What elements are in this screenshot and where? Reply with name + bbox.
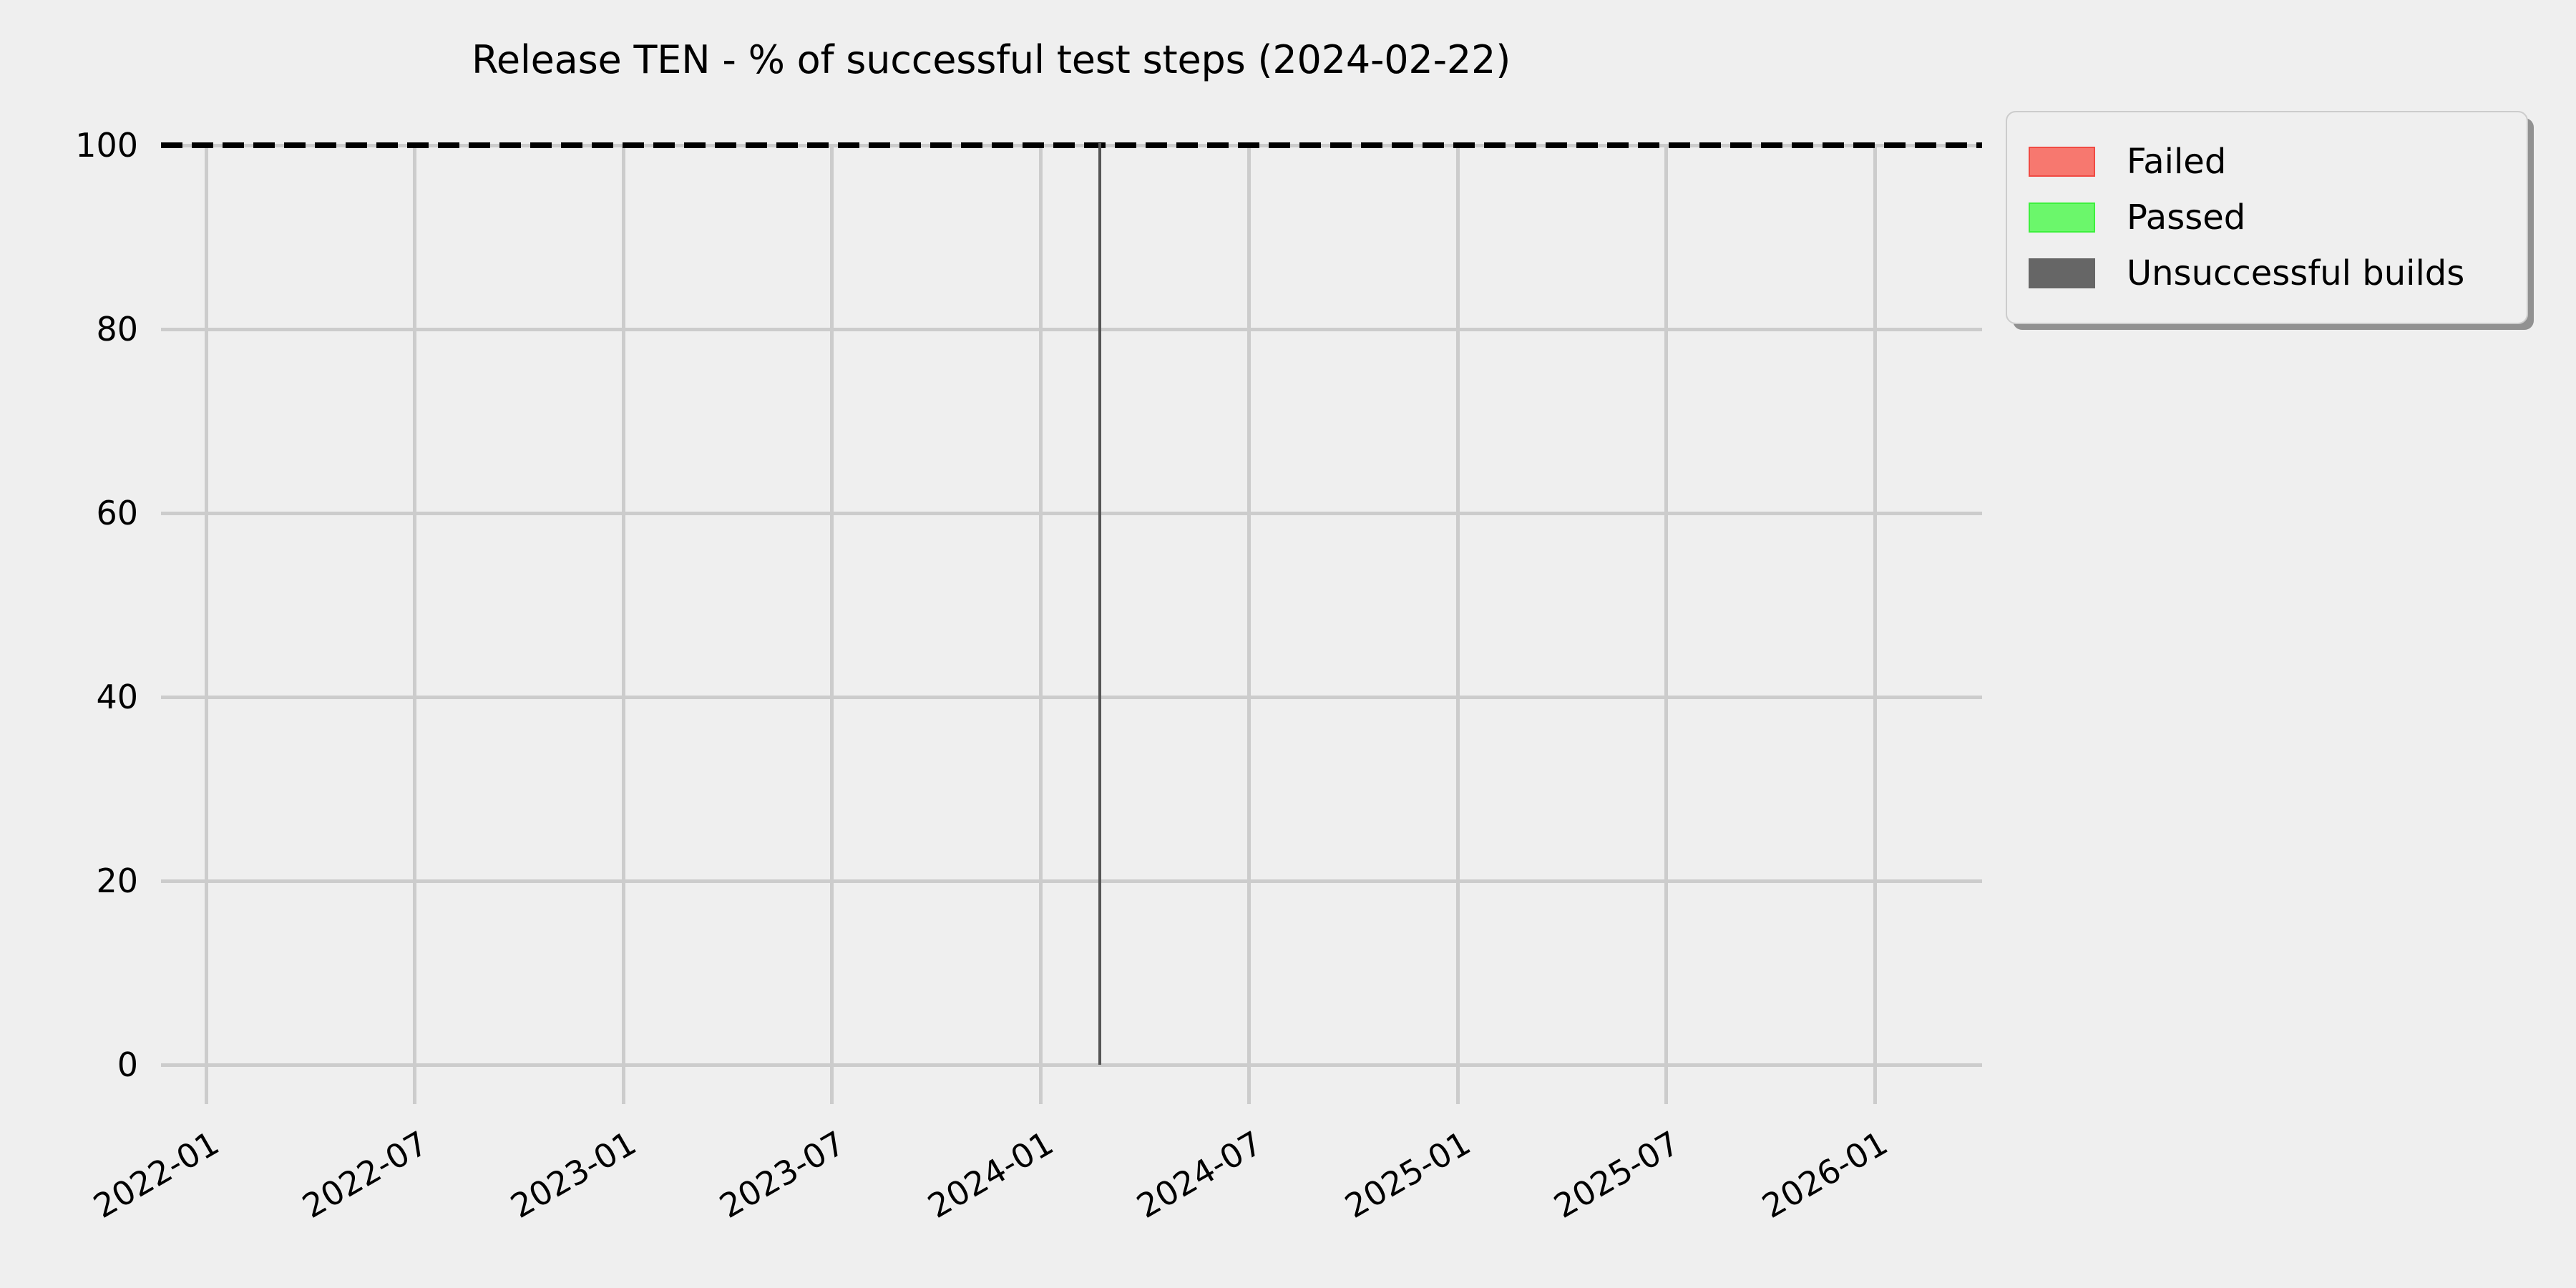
plot-area (161, 142, 1982, 1104)
gridline-vertical (1873, 145, 1877, 1104)
y-tick-label: 20 (96, 862, 138, 900)
gridline-vertical (413, 145, 416, 1104)
y-tick-label: 80 (96, 310, 138, 348)
x-tick-label: 2025-07 (1547, 1123, 1686, 1226)
chart-title: Release TEN - % of successful test steps… (471, 37, 1511, 82)
x-tick-label: 2022-07 (296, 1123, 434, 1226)
legend-swatch-unsuccessful-builds (2029, 258, 2095, 288)
gridline-vertical (1038, 145, 1043, 1104)
gridline-vertical (1247, 145, 1251, 1104)
gridline-horizontal (161, 511, 1982, 515)
x-tick-label: 2024-01 (921, 1123, 1060, 1226)
legend-item-unsuccessful-builds[interactable]: Unsuccessful builds (2029, 245, 2502, 301)
x-tick-label: 2022-01 (87, 1123, 225, 1226)
gridline-vertical (1664, 145, 1668, 1104)
release-date-marker-line (1098, 143, 1102, 1065)
gridline-vertical (830, 145, 834, 1104)
legend-label-failed: Failed (2127, 142, 2227, 182)
legend-item-failed[interactable]: Failed (2029, 134, 2502, 190)
gridline-vertical (1455, 145, 1460, 1104)
legend-label-unsuccessful-builds: Unsuccessful builds (2127, 253, 2465, 293)
gridline-vertical (204, 145, 208, 1104)
legend-swatch-failed (2029, 147, 2095, 177)
gridline-horizontal (161, 879, 1982, 883)
gridline-horizontal (161, 695, 1982, 699)
gridline-horizontal (161, 1063, 1982, 1067)
x-tick-label: 2023-07 (713, 1123, 852, 1226)
x-tick-label: 2025-01 (1338, 1123, 1477, 1226)
x-tick-label: 2023-01 (504, 1123, 643, 1226)
y-tick-label: 100 (75, 126, 138, 165)
gridline-vertical (621, 145, 625, 1104)
legend-swatch-passed (2029, 203, 2095, 233)
y-tick-label: 0 (117, 1045, 138, 1084)
y-tick-label: 60 (96, 494, 138, 532)
y-axis-tick-labels: 0 20 40 60 80 100 (0, 0, 161, 1288)
legend-item-passed[interactable]: Passed (2029, 190, 2502, 245)
x-tick-label: 2026-01 (1755, 1123, 1894, 1226)
x-tick-label: 2024-07 (1130, 1123, 1269, 1226)
gridline-horizontal (161, 327, 1982, 331)
target-line-100-percent (161, 142, 1982, 148)
y-tick-label: 40 (96, 678, 138, 716)
legend-label-passed: Passed (2127, 197, 2246, 238)
chart-legend[interactable]: Failed Passed Unsuccessful builds (2006, 111, 2528, 324)
